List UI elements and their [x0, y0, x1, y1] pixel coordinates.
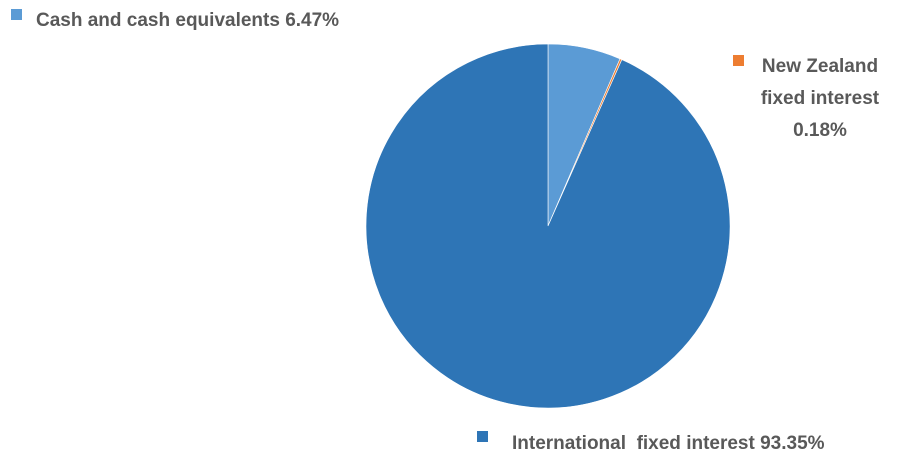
nz-label-line-1: New Zealand [762, 56, 878, 77]
international-label-text: International fixed interest 93.35% [512, 433, 825, 454]
label-nz: New Zealand fixed interest 0.18% [733, 55, 880, 141]
nz-label-line-3: 0.18% [793, 120, 847, 141]
label-cash: Cash and cash equivalents 6.47% [11, 9, 339, 31]
nz-label-line-2: fixed interest [761, 88, 880, 109]
pie-slices [365, 43, 731, 409]
pie-slice-international-fixed-interest [365, 43, 731, 409]
label-international: International fixed interest 93.35% [477, 431, 825, 454]
cash-label-text: Cash and cash equivalents 6.47% [36, 10, 339, 31]
cash-label-color-marker [11, 9, 22, 20]
international-label-color-marker [477, 431, 488, 442]
nz-label-color-marker [733, 55, 744, 66]
